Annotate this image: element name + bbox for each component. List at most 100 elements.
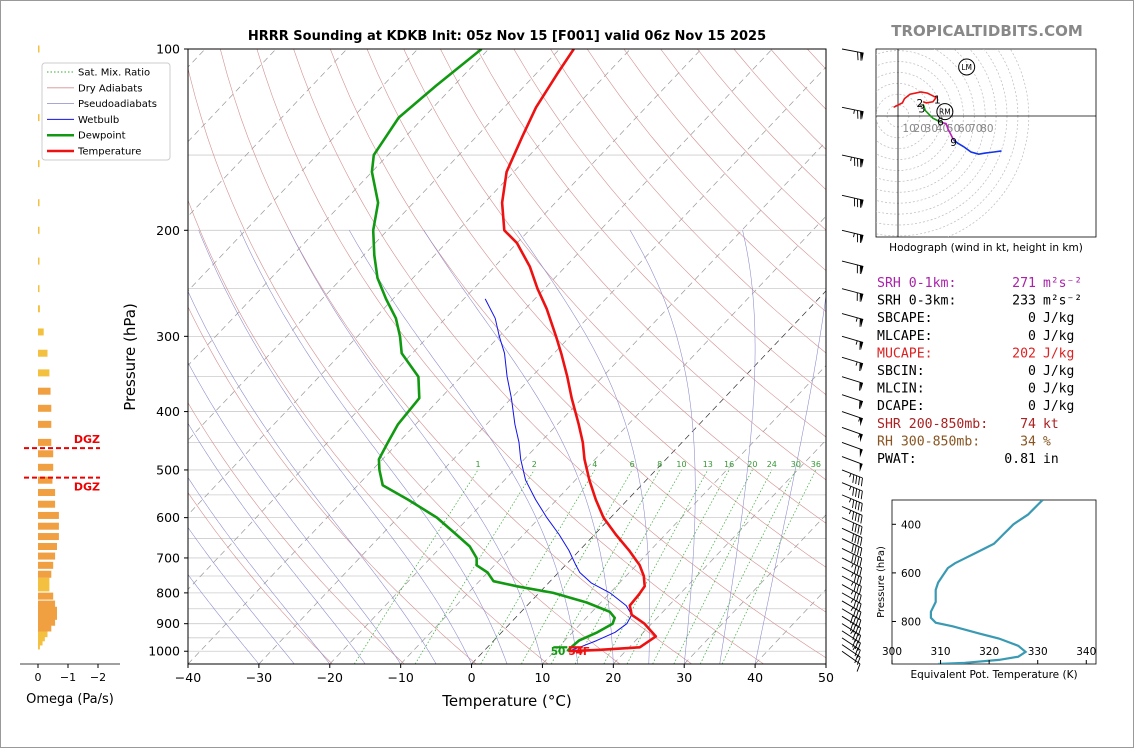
isotherm — [542, 365, 826, 664]
mixing-ratio-line — [626, 469, 730, 664]
barb-flag — [851, 511, 855, 520]
barb-half — [852, 646, 856, 651]
barb-flag — [859, 537, 863, 546]
pseudoadiabat — [198, 230, 472, 664]
omega-bar — [38, 522, 59, 530]
wind-barb — [841, 335, 864, 351]
dry-adiabat — [188, 66, 621, 664]
barb-flag — [856, 546, 860, 555]
omega-bar — [38, 533, 59, 541]
dry-adiabat — [550, 49, 826, 354]
dgz-label: DGZ — [74, 481, 100, 494]
legend-label: Dry Adiabats — [78, 83, 142, 94]
barb-flag — [856, 656, 861, 665]
x-tick-label: 50 — [818, 670, 834, 685]
wind-barb — [841, 441, 863, 458]
barb-flag — [851, 543, 854, 553]
barb-flag — [855, 602, 859, 611]
mixing-ratio-line — [353, 469, 479, 664]
hodograph-ring-label: 10 — [902, 123, 915, 135]
stat-value: 0 — [1028, 364, 1036, 379]
barb-half — [855, 317, 858, 322]
legend-label: Dewpoint — [78, 131, 126, 142]
skewt-traces: 50 54F — [370, 49, 658, 658]
barb-pennant — [860, 341, 864, 351]
stat-value: 202 — [1012, 346, 1036, 361]
mixing-ratio-label: 13 — [703, 460, 713, 469]
stat-unit: J/kg — [1043, 399, 1074, 414]
pseudoadiabat — [629, 230, 696, 664]
surface-temperature-label: 54F — [568, 646, 590, 658]
barb-flag — [860, 526, 863, 535]
barb-flag — [851, 553, 854, 563]
barb-half — [848, 498, 852, 503]
wind-barb — [841, 527, 863, 546]
stat-unit: J/kg — [1043, 311, 1074, 326]
omega-bar — [38, 638, 43, 646]
barb-flag — [857, 489, 860, 499]
barb-half — [855, 340, 858, 345]
barb-pennant — [859, 433, 863, 443]
stat-label: PWAT: — [877, 452, 917, 467]
y-tick-label: 100 — [156, 42, 180, 57]
wind-barb — [841, 229, 864, 244]
barb-half — [849, 486, 852, 491]
stat-unit: J/kg — [1043, 329, 1074, 344]
barb-half — [851, 563, 854, 568]
barb-pennant — [860, 265, 864, 275]
barb-half — [858, 433, 861, 438]
barb-flag — [852, 487, 855, 496]
hodograph-ring-label: 40 — [936, 123, 949, 135]
barb-flag — [854, 545, 857, 554]
barb-shaft — [841, 637, 861, 651]
isotherm — [400, 215, 826, 664]
wind-barb — [841, 376, 864, 391]
wind-barb — [841, 394, 864, 410]
wind-barb — [841, 557, 863, 577]
wetbulb-trace — [484, 298, 633, 652]
barb-shaft — [841, 411, 863, 420]
y-tick-label: 900 — [156, 616, 180, 631]
barb-flag — [855, 618, 859, 627]
wind-barb — [841, 313, 864, 328]
legend-label: Sat. Mix. Ratio — [78, 68, 150, 79]
barb-flag — [854, 648, 859, 657]
brand-logo: TROPICALTIDBITS.COM — [891, 22, 1083, 40]
barb-shaft — [841, 517, 863, 528]
mixing-ratio-label: 2 — [532, 460, 537, 469]
omega-bar — [38, 584, 50, 592]
hodograph-marker-label: LM — [961, 63, 972, 72]
wind-barb — [841, 194, 864, 209]
wind-barb — [841, 623, 862, 644]
isotherm — [329, 141, 826, 664]
mixing-ratio-label: 4 — [592, 460, 597, 469]
x-tick-label: 30 — [676, 670, 692, 685]
barb-flag — [854, 555, 857, 564]
mixing-ratio-line — [673, 469, 773, 664]
theta-x-tick-label: 320 — [979, 646, 999, 658]
barb-flag — [860, 477, 863, 487]
barb-shaft — [841, 482, 863, 492]
stat-unit: J/kg — [1043, 382, 1074, 397]
omega-bar — [38, 476, 53, 484]
stat-label: SHR 200-850mb: — [877, 417, 988, 432]
wind-barb — [841, 637, 861, 658]
mixing-ratio-label: 20 — [747, 460, 757, 469]
wind-barb — [841, 494, 863, 512]
wind-barb — [841, 592, 862, 612]
barb-shaft — [841, 557, 862, 569]
barb-pennant — [860, 293, 864, 302]
barb-shaft — [841, 48, 864, 54]
barb-flag — [859, 567, 863, 577]
mixing-ratio-label: 6 — [630, 460, 635, 469]
omega-bar — [38, 511, 59, 519]
x-tick-label: 40 — [747, 670, 763, 685]
mixing-ratio-line — [480, 469, 596, 664]
wind-barb — [841, 538, 863, 557]
barb-shaft — [841, 260, 864, 267]
barb-pennant — [860, 362, 864, 372]
theta-x-tick-label: 300 — [882, 646, 902, 658]
barb-shaft — [841, 469, 863, 479]
